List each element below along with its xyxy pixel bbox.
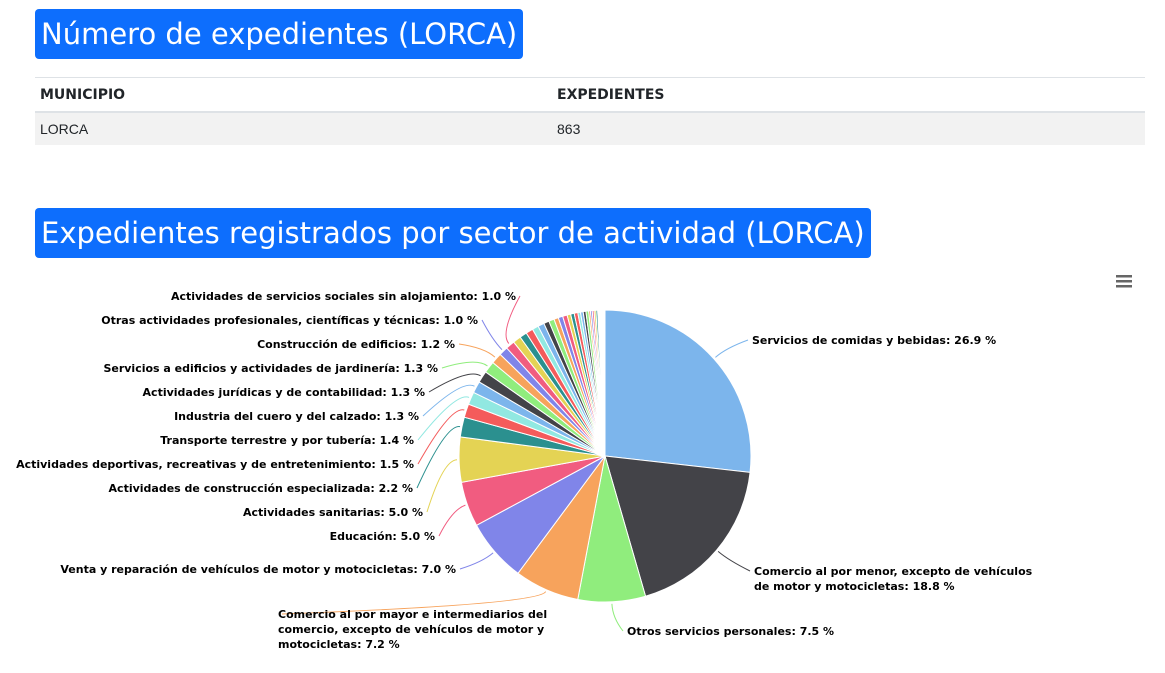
pie-slice[interactable]: [603, 309, 606, 457]
label-connector: [611, 603, 624, 632]
label-connector: [717, 551, 751, 572]
data-label: Otras actividades profesionales, científ…: [101, 314, 478, 327]
label-connector: [715, 339, 749, 358]
label-connector: [459, 552, 494, 570]
pie-slice[interactable]: [604, 455, 751, 597]
table-row: LORCA 863: [35, 112, 1145, 145]
data-label: Actividades de construcción especializad…: [109, 482, 413, 495]
hamburger-menu-icon[interactable]: [1116, 275, 1132, 288]
pie-chart: Servicios de comidas y bebidas: 26.9 % Co…: [16, 275, 1132, 651]
pie-slice[interactable]: [604, 309, 752, 473]
data-label: Construcción de edificios: 1.2 %: [257, 338, 455, 351]
label-connector: [417, 396, 470, 441]
expedientes-table: MUNICIPIO EXPEDIENTES LORCA 863: [35, 77, 1145, 145]
label-connector: [422, 384, 475, 417]
data-label: Servicios de comidas y bebidas: 26.9 %: [752, 334, 996, 347]
chart-section-title: Expedientes registrados por sector de ac…: [35, 208, 871, 258]
data-label: Actividades sanitarias: 5.0 %: [243, 506, 423, 519]
data-label: Actividades de servicios sociales sin al…: [171, 290, 516, 303]
label-connector: [426, 459, 458, 513]
label-connector: [281, 591, 547, 615]
data-label: Actividades deportivas, recreativas y de…: [16, 458, 414, 471]
label-connector: [428, 373, 481, 393]
data-label: Industria del cuero y del calzado: 1.3 %: [174, 410, 419, 423]
data-label: Venta y reparación de vehículos de motor…: [60, 563, 456, 576]
label-connector: [416, 426, 461, 489]
cell-municipio: LORCA: [35, 112, 552, 145]
data-label: Transporte terrestre y por tubería: 1.4 …: [160, 434, 414, 447]
cell-expedientes: 863: [552, 112, 1145, 145]
data-label: Otros servicios personales: 7.5 %: [627, 625, 834, 638]
table-header-row: MUNICIPIO EXPEDIENTES: [35, 77, 1145, 113]
label-connector: [481, 319, 503, 351]
data-label: Servicios a edificios y actividades de j…: [103, 362, 438, 375]
label-connector: [505, 295, 521, 344]
page-title-expedientes: Número de expedientes (LORCA): [35, 9, 524, 59]
label-connector: [438, 504, 466, 537]
data-label: Comercio al por mayor e intermediarios d…: [278, 608, 547, 651]
label-connector: [458, 343, 496, 358]
column-header-expedientes[interactable]: EXPEDIENTES: [552, 77, 1145, 113]
data-label: Educación: 5.0 %: [330, 530, 435, 543]
label-connector: [417, 409, 465, 465]
data-label: Comercio al por menor, excepto de vehícu…: [754, 565, 1033, 593]
data-label: Actividades jurídicas y de contabilidad:…: [143, 386, 425, 399]
column-header-municipio[interactable]: MUNICIPIO: [35, 77, 552, 113]
label-connector: [441, 361, 488, 369]
